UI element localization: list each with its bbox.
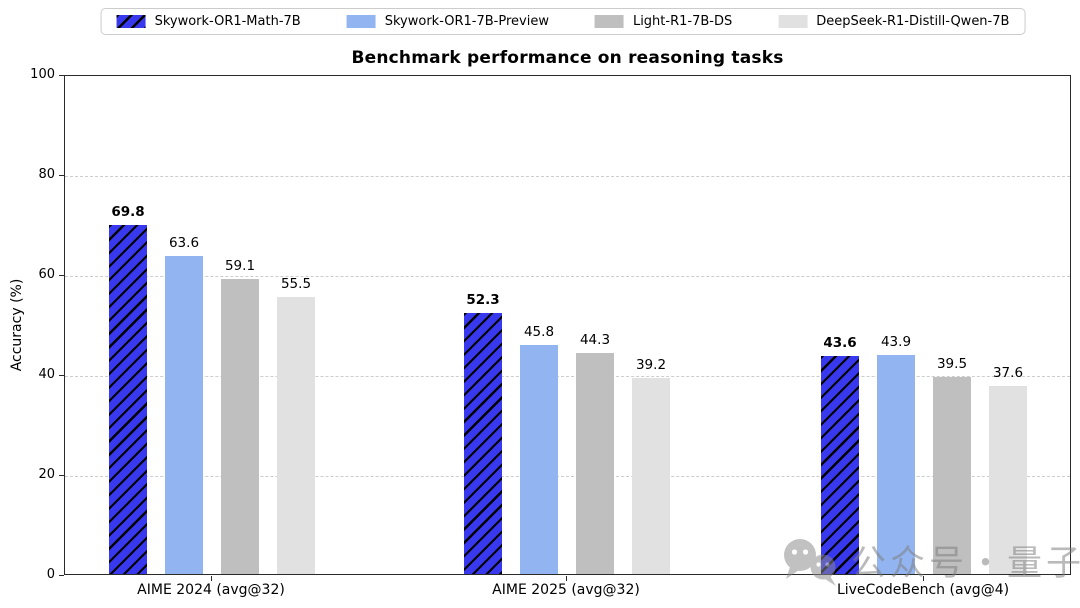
legend-swatch-light-r1-7b-ds — [594, 15, 624, 28]
legend-item-skywork-or1-math-7b: Skywork-OR1-Math-7B — [116, 14, 301, 29]
y-tick-label-0: 0 — [46, 566, 55, 582]
legend-swatch-skywork-or1-math-7b — [116, 15, 146, 28]
y-tick-label-40: 40 — [38, 366, 55, 382]
bar-DeepSeek-R1-Distill-Qwen-7B — [632, 378, 670, 574]
legend-item-light-r1-7b-ds: Light-R1-7B-DS — [594, 14, 733, 29]
legend-label: Skywork-OR1-Math-7B — [154, 14, 301, 29]
legend-item-deepseek-r1-distill-qwen-7b: DeepSeek-R1-Distill-Qwen-7B — [778, 14, 1009, 29]
gridline-40 — [65, 376, 1070, 377]
y-tick-mark-100 — [59, 75, 64, 76]
bar-value-label: 44.3 — [579, 331, 611, 348]
legend-item-skywork-or1-7b-preview: Skywork-OR1-7B-Preview — [346, 14, 549, 29]
y-axis-label: Accuracy (%) — [9, 278, 25, 372]
x-tick-mark — [566, 576, 567, 581]
plot-area: 69.8 52.3 43.6 63.6 45.8 43.9 59.1 44.3 39.5 55.5… — [64, 75, 1071, 575]
x-tick-label: AIME 2025 (avg@32) — [492, 582, 640, 598]
legend-label: DeepSeek-R1-Distill-Qwen-7B — [816, 14, 1010, 29]
legend-label: Skywork-OR1-7B-Preview — [384, 14, 549, 29]
chart-title: Benchmark performance on reasoning tasks — [351, 48, 784, 68]
bar-Skywork-OR1-7B-Preview — [877, 354, 915, 574]
y-tick-label-100: 100 — [30, 66, 55, 82]
bar-value-label: 43.6 — [823, 335, 857, 351]
bar-value-label: 45.8 — [523, 324, 555, 340]
bar-value-label: 69.8 — [111, 204, 145, 220]
bar-Skywork-OR1-Math-7B — [109, 225, 147, 574]
bar-Skywork-OR1-7B-Preview — [520, 345, 558, 574]
bar-Light-R1-7B-DS — [576, 352, 614, 574]
bar-DeepSeek-R1-Distill-Qwen-7B — [277, 296, 315, 574]
bar-value-label: 52.3 — [466, 291, 500, 308]
bar-Light-R1-7B-DS — [933, 376, 971, 574]
bar-Light-R1-7B-DS — [221, 278, 259, 574]
bar-DeepSeek-R1-Distill-Qwen-7B — [989, 386, 1027, 574]
y-tick-mark-80 — [59, 175, 64, 176]
bar-value-label: 43.9 — [880, 333, 912, 350]
x-tick-mark — [923, 576, 924, 581]
bar-value-label: 37.6 — [992, 365, 1024, 381]
bar-value-label: 59.1 — [224, 257, 256, 274]
gridline-80 — [65, 176, 1070, 177]
y-tick-label-80: 80 — [38, 166, 55, 182]
y-tick-mark-60 — [59, 275, 64, 276]
bar-Skywork-OR1-Math-7B — [821, 356, 859, 574]
legend-swatch-skywork-or1-7b-preview — [346, 15, 376, 28]
bar-value-label: 39.2 — [635, 357, 667, 373]
gridline-20 — [65, 476, 1070, 477]
legend-swatch-deepseek-r1-distill-qwen-7b — [778, 15, 808, 28]
legend-label: Light-R1-7B-DS — [632, 14, 733, 29]
bar-Skywork-OR1-7B-Preview — [165, 256, 203, 574]
x-tick-label: LiveCodeBench (avg@4) — [836, 582, 1010, 598]
y-tick-mark-40 — [59, 375, 64, 376]
y-tick-label-60: 60 — [38, 266, 55, 282]
x-tick-mark — [211, 576, 212, 581]
bar-value-label: 55.5 — [280, 275, 312, 292]
y-tick-label-20: 20 — [38, 466, 55, 482]
bar-value-label: 63.6 — [168, 235, 200, 251]
y-tick-mark-20 — [59, 475, 64, 476]
legend: Skywork-OR1-Math-7B Skywork-OR1-7B-Previ… — [100, 8, 1026, 35]
y-tick-mark-0 — [59, 575, 64, 576]
gridline-60 — [65, 276, 1070, 277]
bar-value-label: 39.5 — [936, 355, 968, 372]
x-tick-label: AIME 2024 (avg@32) — [137, 582, 285, 598]
bar-Skywork-OR1-Math-7B — [464, 312, 502, 574]
